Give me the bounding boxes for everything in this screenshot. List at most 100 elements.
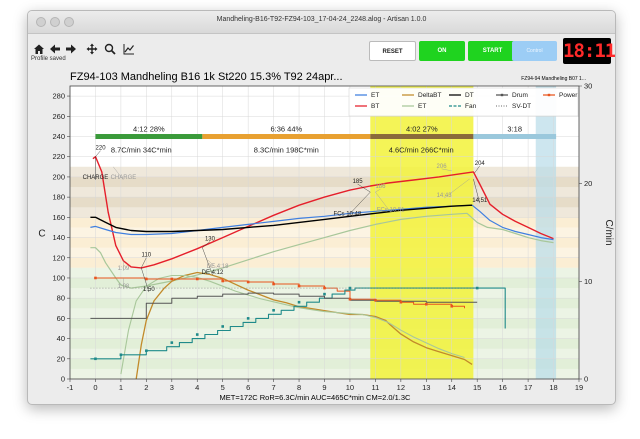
legend-label: SV-DT (512, 103, 531, 110)
legend-label: Power (559, 92, 578, 99)
event-annotation: 185 (353, 179, 364, 185)
y-tick-label: 280 (52, 92, 65, 101)
pan-move-icon[interactable] (86, 43, 98, 55)
x-tick-label: 9 (322, 383, 326, 392)
event-leader (113, 166, 124, 181)
phase-label-dry: 4:12 28% (133, 125, 165, 134)
event-annotation: 220 (96, 146, 107, 152)
app-window: Mandheling-B16-T92-FZ94-103_17-04-24_224… (27, 10, 616, 405)
phase-rate-label: 8.7C/min 34C*min (111, 146, 172, 155)
legend-label: DT (465, 92, 474, 99)
event-annotation: 130 (205, 237, 216, 243)
event-leader (347, 191, 371, 217)
series-line-et (90, 204, 554, 241)
event-leader (473, 178, 480, 204)
event-leader (141, 267, 150, 293)
event-leader (202, 241, 211, 248)
on-button[interactable]: ON (419, 41, 465, 61)
x-tick-label: 4 (195, 383, 199, 392)
event-leader (375, 191, 391, 213)
event-annotation: DE 4:12 (202, 270, 224, 276)
marker-fan (195, 333, 199, 336)
y-tick-label: 80 (57, 294, 65, 303)
home-icon[interactable] (33, 43, 45, 55)
event-leader (375, 188, 381, 193)
zoom-window-button[interactable] (64, 17, 74, 27)
event-annotation: 14:43 (437, 193, 453, 199)
start-button[interactable]: START (468, 41, 517, 61)
marker-power (195, 277, 199, 281)
x-tick-label: 11 (372, 383, 380, 392)
marker-fan (297, 300, 301, 304)
phase-label-maillard: 6:36 44% (270, 125, 302, 134)
forward-arrow-icon[interactable] (65, 43, 77, 55)
series-line-dt (90, 204, 473, 233)
marker-fan (246, 317, 250, 320)
event-annotation: 14:51 (472, 198, 488, 204)
marker-power (221, 279, 224, 283)
y2-tick-label: 20 (584, 179, 592, 188)
minimize-window-button[interactable] (50, 17, 60, 27)
x-tick-label: 3 (170, 383, 174, 392)
event-annotation: FCs 10:51 (377, 207, 405, 213)
event-leader (202, 247, 213, 275)
cooling-band (535, 86, 557, 379)
x-tick-label: 0 (93, 383, 97, 392)
x-tick-label: 1 (119, 383, 123, 392)
event-annotation: 1:50 (143, 287, 155, 293)
marker-power (145, 277, 148, 281)
x-tick-label: 16 (498, 383, 506, 392)
legend-label: ET (371, 92, 379, 99)
series-line-drum (90, 292, 478, 319)
zoom-magnifier-icon[interactable] (104, 43, 116, 55)
event-leader (95, 150, 101, 157)
y-tick-label: 100 (52, 273, 65, 282)
y-tick-label: 260 (52, 112, 65, 121)
window-title: Mandheling-B16-T92-FZ94-103_17-04-24_224… (216, 16, 427, 23)
event-annotation: 204 (475, 161, 486, 167)
x-tick-label: 6 (246, 383, 250, 392)
marker-power (348, 297, 352, 301)
series-line-bt (92, 155, 554, 269)
x-tick-label: 12 (397, 383, 405, 392)
legend-label: Fan (465, 103, 477, 110)
y2-tick-label: 0 (584, 375, 588, 384)
y2-tick-label: 10 (584, 277, 592, 286)
marker-fan (145, 349, 148, 353)
back-arrow-icon[interactable] (49, 43, 61, 55)
y-tick-label: 200 (52, 172, 65, 181)
legend-marker (500, 93, 504, 97)
legend-box (348, 87, 579, 117)
event-annotation: 1:09 (118, 266, 130, 272)
background-profile-title: FZ94-94 Mandheling B07 1... (521, 76, 586, 82)
roast-chart[interactable]: 4:12 28% 6:36 44% 4:02 27% 3:18 8.7C/min 34C… (28, 66, 615, 404)
y2-axis-label: C/min (603, 219, 614, 245)
x-tick-label: -1 (67, 383, 74, 392)
marker-power (94, 276, 97, 280)
phase-rate-label: 8.3C/min 198C*min (254, 146, 319, 155)
y-tick-label: 120 (52, 253, 65, 262)
phase-bar-maillard (202, 134, 371, 140)
series-line-et-background (90, 212, 554, 289)
x-tick-label: 2 (144, 383, 148, 392)
y-tick-label: 160 (52, 213, 65, 222)
line-chart-icon[interactable] (123, 43, 135, 55)
event-annotation: CHARGE (83, 175, 109, 181)
x-tick-label: 18 (549, 383, 557, 392)
chart-title: FZ94-103 Mandheling B16 1k St220 15.3% T… (70, 71, 343, 83)
close-window-button[interactable] (36, 17, 46, 27)
x-tick-label: 13 (422, 383, 430, 392)
marker-fan (119, 353, 123, 357)
roast-timer: 18:11 (563, 38, 616, 64)
y2-tick-label: 30 (584, 82, 592, 91)
marker-power (450, 304, 454, 308)
legend-label: Drum (512, 92, 528, 99)
marker-fan (272, 308, 275, 312)
control-button[interactable]: Control (512, 41, 557, 61)
event-leader (357, 183, 371, 193)
title-bar: Mandheling-B16-T92-FZ94-103_17-04-24_224… (28, 11, 615, 34)
y-axis-label: C (38, 229, 45, 240)
event-annotation: 110 (142, 253, 152, 259)
event-leader (207, 259, 218, 270)
reset-button[interactable]: RESET (369, 41, 416, 61)
